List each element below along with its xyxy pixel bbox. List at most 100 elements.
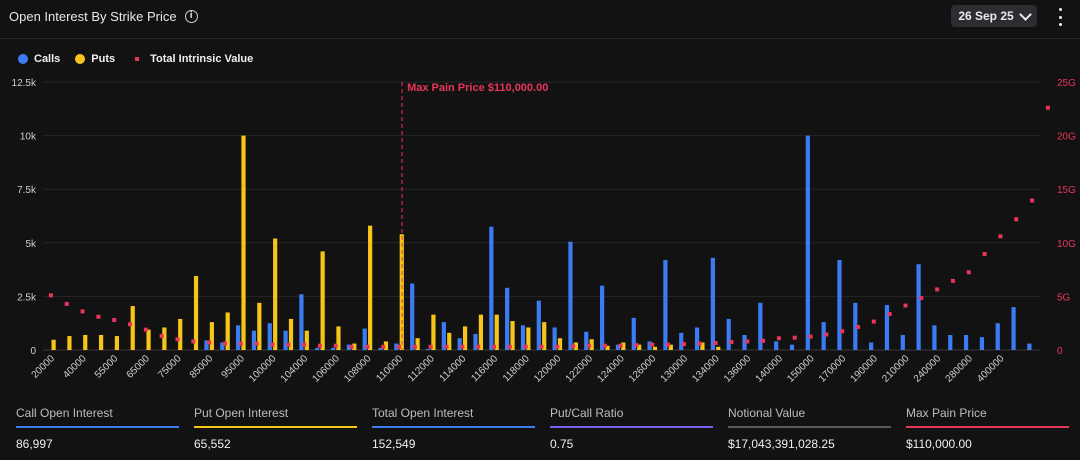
call-bar <box>410 283 415 350</box>
intrinsic-value-point <box>333 343 338 348</box>
call-bar <box>520 325 526 350</box>
info-icon[interactable]: i <box>184 10 198 23</box>
put-bar <box>415 338 420 350</box>
intrinsic-value-point <box>539 344 544 349</box>
call-bar <box>299 294 304 350</box>
x-tick-label: 85000 <box>188 353 216 381</box>
intrinsic-value-point <box>349 344 354 349</box>
stat-underline <box>550 426 713 428</box>
x-tick-label: 20000 <box>30 353 58 381</box>
intrinsic-value-point <box>887 312 892 317</box>
call-bar <box>900 334 905 350</box>
call-bar <box>505 287 510 350</box>
stat-label: Max Pain Price <box>906 406 987 420</box>
legend-item-puts[interactable]: Puts <box>75 53 115 65</box>
intrinsic-value-point <box>270 342 275 347</box>
y-right-tick-label: 20G <box>1057 132 1076 143</box>
intrinsic-value-point <box>840 329 845 334</box>
expiry-date-dropdown[interactable]: 26 Sep 25 <box>951 5 1037 27</box>
stat-call-oi: Call Open Interest 86,997 <box>16 398 179 451</box>
intrinsic-value-point <box>697 341 702 346</box>
x-tick-label: 95000 <box>219 353 247 381</box>
put-bar <box>573 342 578 350</box>
intrinsic-value-point <box>381 344 386 349</box>
call-bar <box>631 317 636 350</box>
intrinsic-value-point <box>555 344 560 349</box>
call-bar <box>378 347 383 350</box>
call-bar <box>932 325 937 350</box>
intrinsic-value-point <box>444 344 449 349</box>
x-tick-label: 110000 <box>374 353 405 384</box>
put-bar <box>352 343 357 350</box>
call-bar <box>837 259 842 350</box>
call-bar <box>694 327 700 350</box>
y-right-tick-label: 25G <box>1057 78 1076 89</box>
x-tick-label: 116000 <box>469 353 500 384</box>
x-tick-label: 140000 <box>754 353 786 385</box>
call-bar <box>805 135 810 350</box>
y-left-tick-label: 5k <box>25 239 37 250</box>
intrinsic-value-point <box>175 337 180 342</box>
call-bar <box>425 348 431 350</box>
intrinsic-value-point <box>571 344 576 349</box>
put-bar <box>526 327 531 350</box>
put-bar <box>241 135 246 350</box>
chart-title-group: Open Interest By Strike Price i <box>9 9 198 24</box>
call-bar <box>979 337 985 350</box>
call-bar <box>552 327 557 350</box>
intrinsic-value-point <box>302 342 307 347</box>
put-bar <box>209 322 214 350</box>
call-bar <box>663 259 668 350</box>
legend-item-intrinsic-value[interactable]: Total Intrinsic Value <box>130 53 253 65</box>
y-right-tick-label: 0 <box>1057 346 1063 357</box>
call-bar <box>457 338 462 350</box>
stat-underline <box>194 426 357 428</box>
put-bar <box>193 276 199 350</box>
intrinsic-value-point <box>222 341 227 346</box>
intrinsic-value-point <box>650 342 655 347</box>
stat-underline <box>16 426 179 428</box>
intrinsic-value-point <box>507 344 512 349</box>
intrinsic-value-point <box>412 344 417 349</box>
y-left-tick-label: 0 <box>30 346 36 357</box>
intrinsic-value-point <box>1030 198 1035 203</box>
intrinsic-value-point <box>460 344 465 349</box>
x-tick-label: 136000 <box>722 353 754 385</box>
intrinsic-value-point <box>112 317 117 322</box>
put-bar <box>257 302 262 350</box>
call-bar <box>995 323 1000 350</box>
put-bar <box>162 327 167 350</box>
legend-item-calls[interactable]: Calls <box>18 53 60 65</box>
intrinsic-value-point <box>681 342 686 347</box>
put-bar <box>130 306 135 350</box>
intrinsic-value-point <box>397 344 402 349</box>
call-bar <box>1027 343 1032 350</box>
call-bar <box>916 264 921 350</box>
x-tick-label: 400000 <box>975 353 1007 385</box>
x-tick-label: 122000 <box>564 353 596 385</box>
more-options-icon[interactable] <box>1054 8 1066 26</box>
put-bar <box>114 336 120 350</box>
intrinsic-value-point <box>586 343 591 348</box>
put-bar <box>304 330 309 350</box>
intrinsic-value-point <box>792 335 797 340</box>
legend-label-puts: Puts <box>91 53 116 65</box>
x-tick-label: 104000 <box>279 353 311 385</box>
puts-swatch <box>75 54 86 64</box>
intrinsic-value-point <box>80 309 85 314</box>
call-bar <box>568 241 573 350</box>
intrinsic-value-point <box>982 252 987 257</box>
call-bar <box>283 330 288 350</box>
stats-bar: Call Open Interest 86,997 Put Open Inter… <box>0 398 1080 460</box>
stat-value: $17,043,391,028.25 <box>728 437 835 451</box>
stat-label: Call Open Interest <box>16 406 113 420</box>
x-tick-label: 112000 <box>406 353 437 384</box>
intrinsic-value-point <box>776 336 781 341</box>
put-bar <box>494 314 499 350</box>
stat-underline <box>906 426 1069 428</box>
stat-label: Put Open Interest <box>194 406 289 420</box>
put-bar <box>51 339 56 350</box>
call-bar <box>789 344 795 350</box>
put-bar <box>589 339 594 350</box>
x-tick-label: 106000 <box>311 353 343 385</box>
